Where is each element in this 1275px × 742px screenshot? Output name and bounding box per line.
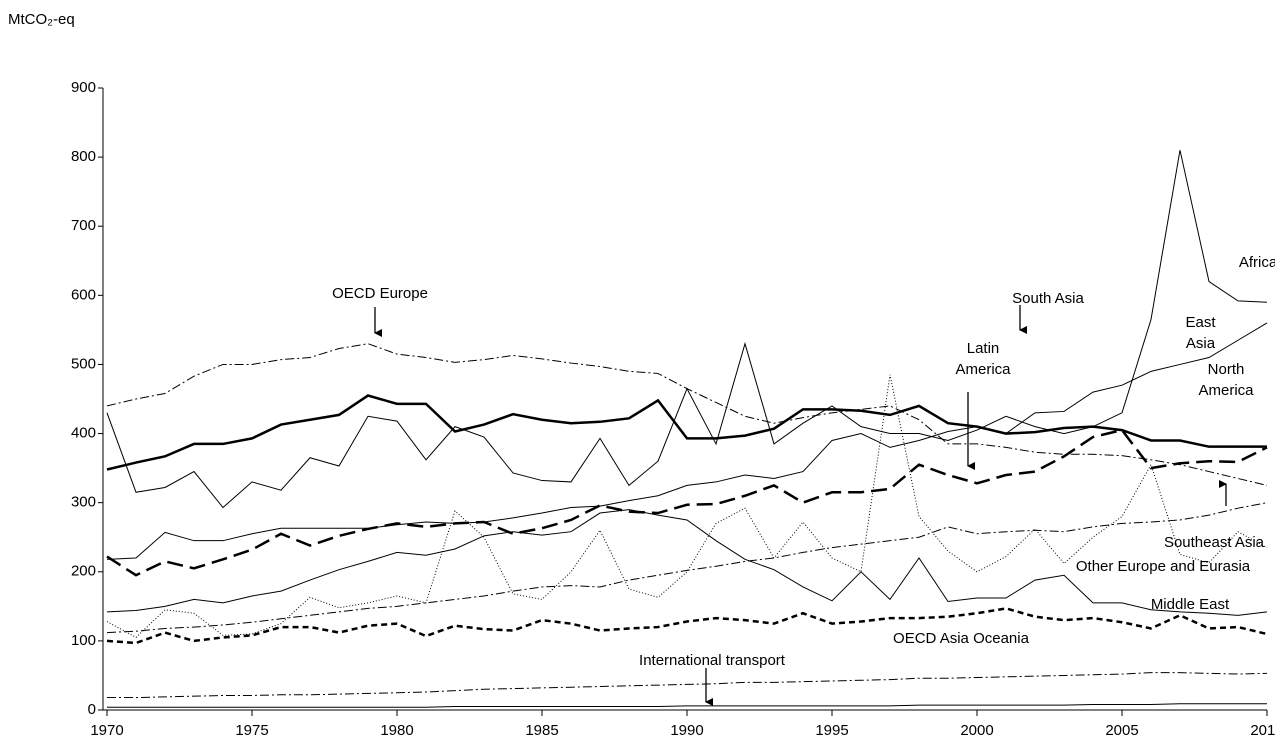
x-tick-label: 1980 (380, 722, 413, 739)
x-tick-label: 1985 (525, 722, 558, 739)
x-tick-label: 1970 (90, 722, 123, 739)
y-tick-label: 600 (71, 286, 96, 303)
series-label: East Asia (1185, 314, 1216, 352)
series-line (106, 322, 1268, 560)
x-tick-label: 2010 (1250, 722, 1275, 739)
series-line (106, 502, 1268, 634)
series-line (106, 150, 1268, 509)
y-tick-label: 500 (71, 355, 96, 372)
y-axis-label: MtCO₂-eq (8, 11, 75, 28)
series-label: Africa (1238, 254, 1275, 271)
series-label: Southeast Asia (1163, 534, 1265, 551)
y-tick-label: 100 (71, 632, 96, 649)
arrows (374, 305, 1227, 706)
y-tick-label: 900 (71, 79, 96, 96)
series-line (106, 374, 1268, 639)
y-tick-label: 400 (71, 425, 96, 442)
series-line (106, 428, 1268, 577)
series-label: Latin America (955, 340, 1011, 378)
series-label: South Asia (1012, 290, 1084, 307)
series-label: OECD Europe (332, 285, 428, 302)
series-label: Middle East (1150, 596, 1230, 613)
series-label: Other Europe and Eurasia (1075, 558, 1251, 575)
y-tick-label: 0 (88, 701, 96, 718)
series-line (106, 394, 1267, 471)
series-line (106, 343, 1268, 486)
x-tick-label: 2005 (1105, 722, 1138, 739)
x-tick-label: 1995 (815, 722, 848, 739)
series-label: North America (1198, 361, 1254, 399)
y-tick-label: 300 (71, 494, 96, 511)
y-tick-label: 200 (71, 563, 96, 580)
y-tick-label: 700 (71, 217, 96, 234)
y-tick-label: 800 (71, 148, 96, 165)
series-line (106, 509, 1268, 616)
series-line (106, 607, 1268, 645)
x-tick-label: 1990 (670, 722, 703, 739)
series-label: International transport (639, 652, 785, 669)
x-tick-label: 1975 (235, 722, 268, 739)
series-line (107, 672, 1268, 699)
series-label: OECD Asia Oceania (893, 630, 1029, 647)
x-tick-label: 2000 (960, 722, 993, 739)
series-line (107, 703, 1267, 708)
